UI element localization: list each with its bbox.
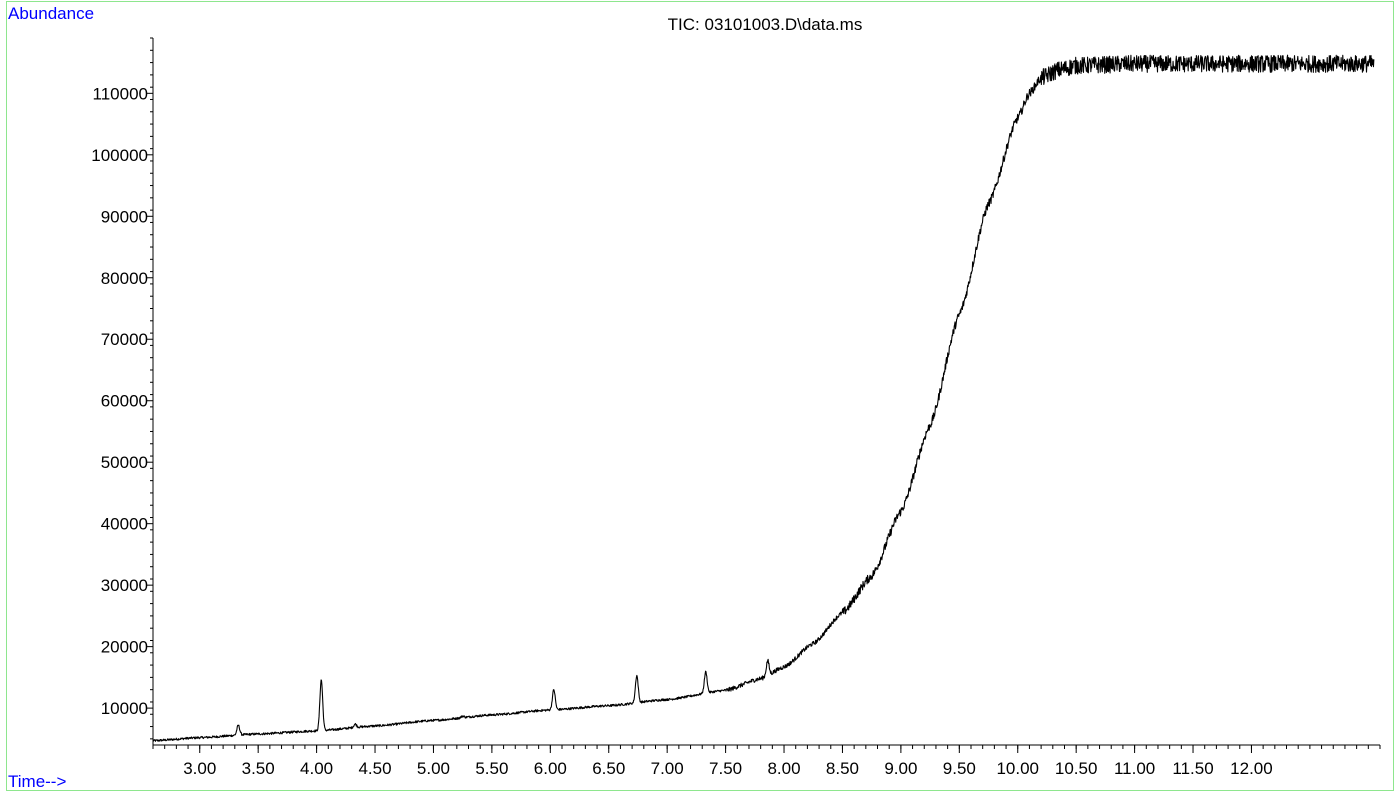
y-tick-label: 90000 xyxy=(101,207,148,226)
x-tick-label: 7.00 xyxy=(651,759,684,778)
x-tick-label: 7.50 xyxy=(709,759,742,778)
x-tick-label: 9.50 xyxy=(943,759,976,778)
x-tick-label: 9.00 xyxy=(884,759,917,778)
x-tick-label: 4.50 xyxy=(358,759,391,778)
y-tick-label: 100000 xyxy=(91,146,148,165)
y-tick-label: 50000 xyxy=(101,453,148,472)
x-tick-label: 5.50 xyxy=(475,759,508,778)
tick-labels: 10000 20000 30000 40000 50000 60000 70000 80000… xyxy=(91,84,1272,778)
y-tick-label: 70000 xyxy=(101,330,148,349)
y-tick-label: 10000 xyxy=(101,699,148,718)
x-tick-label: 11.00 xyxy=(1114,759,1155,778)
y-tick-label: 80000 xyxy=(101,269,148,288)
x-tick-label: 3.50 xyxy=(242,759,275,778)
x-tick-label: 3.00 xyxy=(183,759,216,778)
x-tick-label: 10.00 xyxy=(996,759,1039,778)
x-tick-label: 12.00 xyxy=(1230,759,1273,778)
ticks xyxy=(146,38,1380,753)
y-tick-label: 40000 xyxy=(101,515,148,534)
x-tick-label: 11.50 xyxy=(1172,759,1213,778)
y-tick-label: 110000 xyxy=(93,84,148,103)
x-tick-label: 10.50 xyxy=(1055,759,1098,778)
tic-series-line xyxy=(153,55,1374,741)
axes xyxy=(153,38,1380,745)
x-tick-label: 6.50 xyxy=(592,759,625,778)
y-tick-label: 60000 xyxy=(101,392,148,411)
x-tick-label: 4.00 xyxy=(300,759,333,778)
y-tick-label: 30000 xyxy=(101,576,148,595)
x-tick-label: 5.00 xyxy=(417,759,450,778)
x-tick-label: 8.00 xyxy=(767,759,800,778)
x-tick-label: 6.00 xyxy=(534,759,567,778)
y-tick-label: 20000 xyxy=(101,638,148,657)
signal-trace xyxy=(153,55,1374,741)
x-tick-label: 8.50 xyxy=(826,759,859,778)
